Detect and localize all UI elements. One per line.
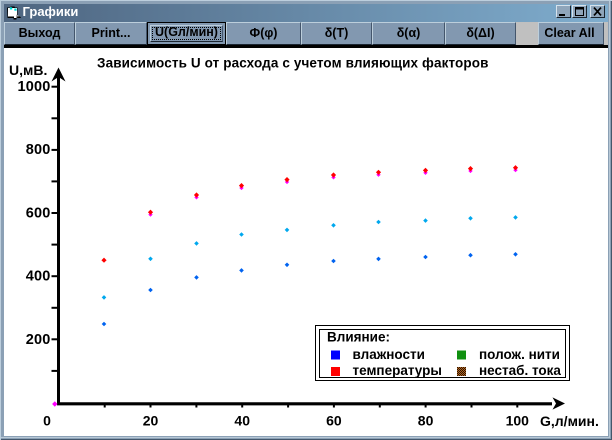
svg-text:800: 800 <box>26 142 51 158</box>
svg-text:U,мВ.: U,мВ. <box>9 62 47 78</box>
svg-text:200: 200 <box>26 332 51 348</box>
svg-text:20: 20 <box>143 413 159 429</box>
svg-text:G,л/мин.: G,л/мин. <box>540 413 599 429</box>
svg-text:400: 400 <box>26 269 51 285</box>
svg-text:влажности: влажности <box>353 347 425 362</box>
svg-text:Влияние:: Влияние: <box>327 330 390 345</box>
svg-text:нестаб. тока: нестаб. тока <box>479 363 561 378</box>
svg-text:0: 0 <box>43 413 51 429</box>
svg-text:температуры: температуры <box>353 363 442 378</box>
svg-text:полож. нити: полож. нити <box>479 347 560 362</box>
svg-text:600: 600 <box>26 205 51 221</box>
svg-text:80: 80 <box>418 413 434 429</box>
svg-text:100: 100 <box>506 413 530 429</box>
svg-text:1000: 1000 <box>17 79 50 95</box>
svg-text:40: 40 <box>234 413 250 429</box>
svg-text:60: 60 <box>326 413 342 429</box>
svg-text:Зависимость U от расхода с уче: Зависимость U от расхода с учетом влияющ… <box>97 56 489 71</box>
